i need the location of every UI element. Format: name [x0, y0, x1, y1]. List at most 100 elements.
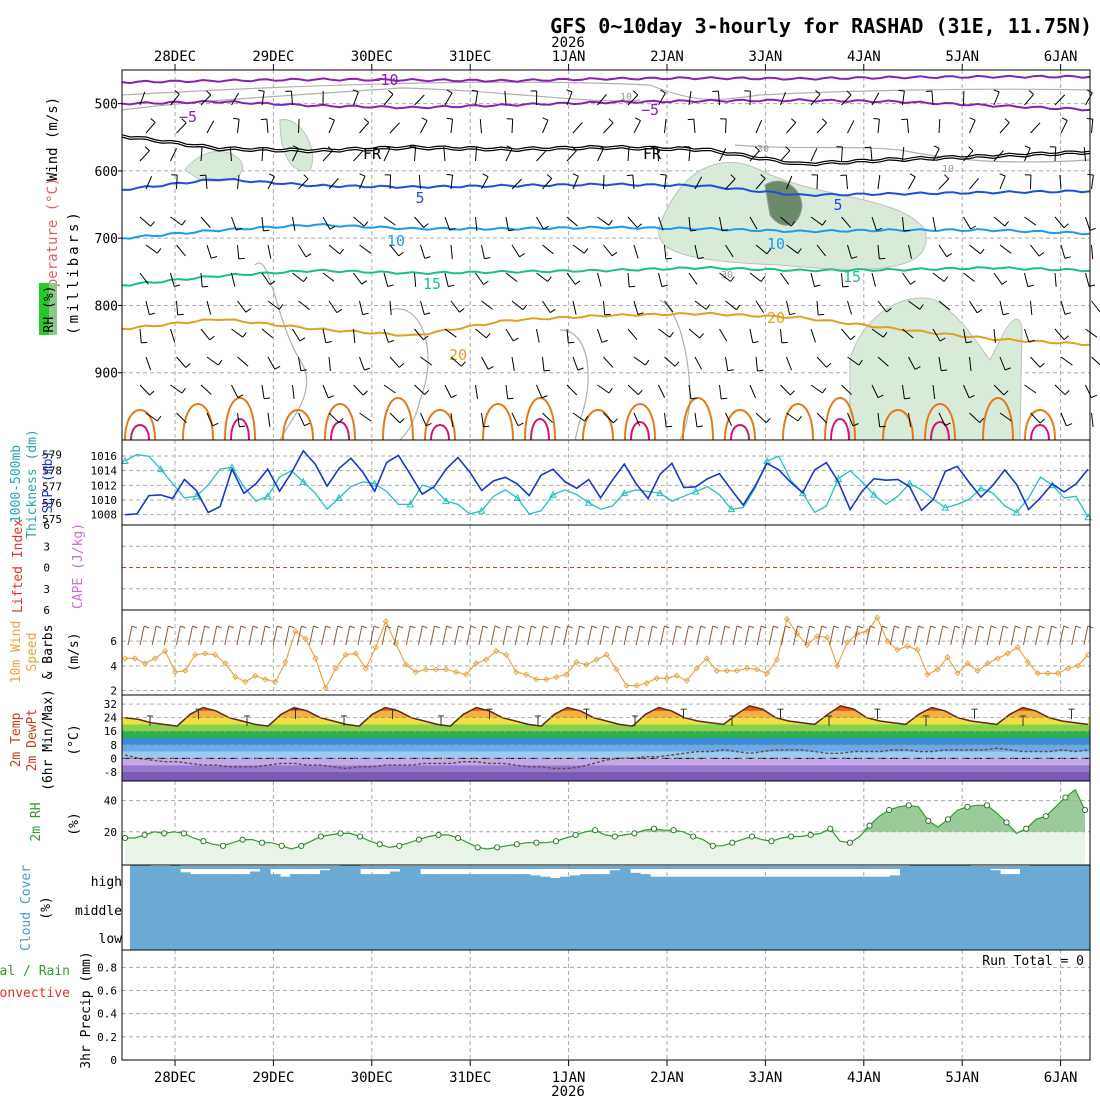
surface-wind-barb — [1071, 625, 1077, 646]
upper-wind-barb-flag — [976, 309, 983, 314]
upper-wind-barb — [475, 216, 478, 231]
cloud-high-bar — [820, 876, 831, 891]
upper-wind-barb — [816, 356, 827, 368]
cloud-high-bar — [1020, 867, 1031, 891]
upper-wind-barb — [969, 119, 976, 134]
surface-wind-barb — [998, 625, 1004, 646]
upper-wind-barb-flag — [268, 173, 275, 178]
upper-wind-barb — [1091, 356, 1100, 366]
upper-wind-barb-flag — [1038, 252, 1045, 257]
surface-wind-barb — [744, 625, 750, 646]
precip-tick-label: 0.8 — [97, 961, 117, 974]
upper-wind-barb — [932, 216, 937, 231]
wind-tick-label: 6 — [110, 635, 117, 648]
wind-speed-point — [834, 662, 841, 669]
precip-tick-label: 0.6 — [97, 985, 117, 998]
surface-wind-barb-flag — [1003, 625, 1009, 629]
upper-wind-barb-flag — [968, 394, 975, 399]
thickness-tick-label: 577 — [42, 481, 62, 494]
isotherm-25-bump — [182, 403, 214, 441]
isotherm-30-bump — [630, 421, 650, 441]
upper-wind-barb-flag — [202, 285, 209, 288]
upper-wind-barb — [328, 412, 340, 424]
wind-speed-point — [131, 655, 139, 662]
thickness-point — [335, 493, 343, 501]
wind-speed-point — [954, 670, 961, 677]
upper-wind-barb — [658, 328, 671, 338]
rh-point — [552, 838, 560, 845]
upper-wind-barb — [383, 384, 396, 394]
upper-wind-barb — [963, 328, 967, 343]
upper-wind-barb — [572, 356, 579, 371]
upper-wind-barb — [145, 356, 152, 371]
wind-speed-point — [884, 638, 891, 645]
upper-wind-barb — [292, 216, 296, 231]
upper-wind-barb — [170, 328, 176, 343]
wind-speed-point — [723, 667, 731, 674]
surface-wind-barb-flag — [882, 625, 888, 629]
upper-wind-barb — [389, 300, 392, 315]
cloud-high-bar — [910, 865, 921, 891]
cloud-high-bar — [750, 876, 761, 891]
upper-wind-barb — [938, 356, 942, 371]
upper-wind-barb-flag — [450, 394, 457, 399]
upper-wind-barb-flag — [362, 390, 368, 396]
thickness-point — [477, 506, 486, 514]
cape-label: CAPE (J/kg) — [71, 523, 86, 609]
temp-tick-label: 16 — [104, 725, 117, 738]
upper-wind-barb — [688, 91, 692, 106]
upper-wind-barb — [511, 118, 514, 134]
upper-wind-barb-flag — [398, 363, 405, 368]
cloud-high-bar — [560, 876, 571, 891]
top-date-axis: 28DEC 29DEC 30DEC 31DEC 1JAN 2JAN 3JAN 4JAN 5JAN… — [154, 49, 1078, 65]
upper-wind-barb — [810, 272, 815, 287]
upper-wind-barb-flag — [483, 280, 489, 285]
li-tick-label: 3 — [43, 583, 50, 596]
upper-wind-barb-flag — [946, 252, 952, 258]
rh-point — [748, 833, 755, 840]
surface-wind-barb — [296, 625, 302, 646]
bottom-date-label: 6JAN — [1044, 1070, 1078, 1086]
upper-wind-barb-flag — [629, 285, 636, 288]
upper-wind-barb — [237, 119, 240, 134]
upper-wind-barb — [1060, 412, 1067, 427]
contour-label: 10 — [620, 92, 632, 103]
upper-wind-barb — [877, 119, 880, 134]
upper-wind-barb — [658, 272, 663, 287]
upper-wind-barb-flag — [797, 248, 802, 254]
surface-wind-barb-flag — [204, 625, 210, 629]
surface-wind-barb — [684, 625, 690, 646]
isotherm-25-bump — [882, 409, 914, 441]
upper-wind-barb — [1024, 147, 1031, 162]
upper-wind-barb — [414, 384, 426, 395]
isotherm-25-bump — [624, 403, 656, 441]
cloud-high-bar — [950, 865, 961, 891]
rh-point — [533, 839, 540, 846]
isotherm-25-bump — [224, 397, 256, 441]
upper-wind-barb — [816, 122, 827, 134]
wind-speed-point — [372, 644, 379, 651]
upper-wind-barb — [656, 147, 659, 162]
upper-wind-barb — [450, 119, 454, 134]
upper-wind-barb — [969, 412, 981, 423]
rh-point — [121, 834, 129, 842]
rh-point — [474, 844, 481, 851]
upper-wind-barb — [383, 93, 394, 106]
upper-wind-barb-flag — [384, 145, 391, 149]
thickness-tick-label: 575 — [42, 513, 62, 526]
rh-point — [180, 830, 187, 837]
upper-wind-barb-flag — [1061, 117, 1068, 121]
wind-speed-point — [994, 655, 1001, 662]
rh-point — [572, 831, 579, 838]
upper-wind-barb — [847, 412, 854, 427]
cloud-high-bar — [170, 865, 181, 891]
slp-tick-label: 1008 — [91, 509, 118, 522]
upper-wind-barb-flag — [760, 276, 766, 282]
wind-tick-label: 4 — [110, 660, 117, 673]
surface-wind-barb-flag — [156, 625, 162, 629]
upper-wind-barb-flag — [690, 397, 697, 400]
isotherm-line — [121, 311, 1091, 347]
temp-above-mask — [125, 695, 1088, 727]
rh2m-units: (%) — [67, 812, 82, 835]
upper-wind-barb — [597, 148, 604, 162]
